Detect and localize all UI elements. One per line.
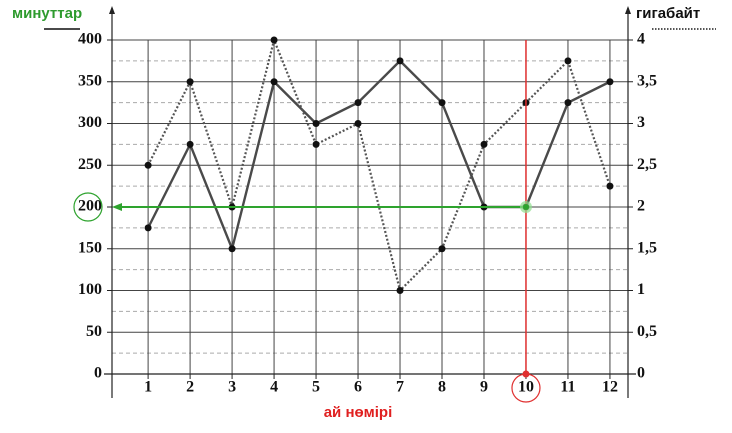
point [438, 245, 446, 253]
highlight-y-circle [73, 192, 103, 222]
y-tick-label: 150 [78, 239, 102, 256]
y-tick-label: 50 [86, 323, 102, 340]
y2-tick-label: 2 [637, 198, 645, 215]
point [186, 140, 194, 148]
point [270, 78, 278, 86]
x-tick-label: 6 [354, 379, 362, 396]
y-tick-label: 100 [78, 281, 102, 298]
x-tick-label: 1 [144, 379, 152, 396]
x-tick-label: 7 [396, 379, 404, 396]
y2-tick-label: 0 [637, 365, 645, 382]
point [144, 161, 152, 169]
point [312, 120, 320, 127]
y-tick-label: 350 [78, 72, 102, 89]
point [270, 36, 278, 44]
point [354, 120, 362, 127]
point [396, 57, 404, 65]
legend-label: гигабайт [636, 5, 700, 22]
x-tick-label: 9 [480, 379, 488, 396]
x-tick-label: 3 [228, 379, 236, 396]
x-tick-label: 2 [186, 379, 194, 396]
point [606, 182, 614, 190]
point [396, 287, 404, 294]
point [438, 99, 446, 107]
y2-tick-label: 1,5 [637, 239, 657, 256]
y-axis-arrow [109, 6, 115, 14]
point [480, 140, 488, 148]
series-line [147, 59, 611, 253]
y-tick-label: 300 [78, 114, 102, 131]
y2-axis-arrow [625, 6, 631, 14]
point [606, 78, 614, 86]
x-tick-label: 8 [438, 379, 446, 396]
y-tick-label: 0 [94, 365, 102, 382]
highlight-point-core [522, 204, 529, 210]
x-tick-label: 5 [312, 379, 320, 396]
point [354, 99, 362, 107]
highlight-x-circle [511, 373, 541, 403]
y2-tick-label: 3 [637, 114, 645, 131]
x-tick-label: 10 [518, 379, 534, 396]
y2-tick-label: 2,5 [637, 156, 657, 173]
y-tick-label: 400 [78, 31, 102, 48]
point [228, 245, 236, 253]
legend-label: минуттар [12, 5, 82, 22]
x-tick-label: 12 [602, 379, 618, 396]
y2-tick-label: 3,5 [637, 72, 657, 89]
x-tick-label: 4 [270, 379, 278, 396]
y2-tick-label: 0,5 [637, 323, 657, 340]
arrow-head [112, 203, 122, 211]
y-tick-label: 200 [78, 198, 102, 215]
point [144, 224, 152, 232]
point [564, 99, 572, 107]
point [564, 57, 572, 65]
point [186, 78, 194, 86]
y-tick-label: 250 [78, 156, 102, 173]
y2-tick-label: 1 [637, 281, 645, 298]
point [312, 140, 320, 148]
y2-tick-label: 4 [637, 31, 645, 48]
x-tick-label: 11 [560, 379, 575, 396]
x-axis-title: ай нөмірі [324, 404, 393, 421]
